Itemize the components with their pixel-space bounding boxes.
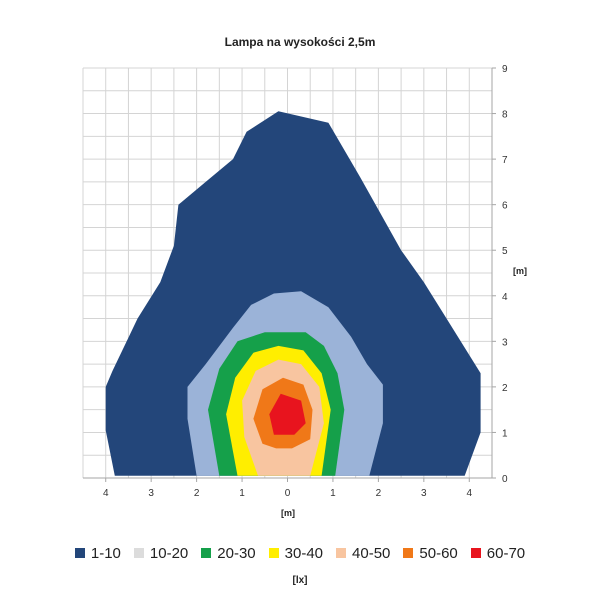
legend-swatch — [201, 548, 212, 558]
x-tick-label: 4 — [466, 488, 472, 499]
legend-swatch — [74, 548, 85, 558]
legend-swatch — [336, 548, 347, 558]
x-axis-label: [m] — [281, 508, 295, 518]
y-tick-label: 9 — [502, 64, 508, 75]
y-axis-label: [m] — [513, 266, 527, 276]
legend-item: 1-10 — [74, 544, 121, 562]
y-tick-label: 5 — [502, 246, 508, 257]
y-tick-label: 6 — [502, 201, 508, 212]
legend-item: 60-70 — [470, 544, 526, 562]
y-axis-ticks: 0 1 2 3 4 5 6 7 8 9 — [492, 64, 508, 485]
legend-unit-label: [lx] — [292, 575, 308, 586]
legend-label: 1-10 — [90, 544, 121, 562]
contour-regions — [105, 111, 481, 476]
y-tick-label: 3 — [502, 337, 508, 348]
legend-label: 40-50 — [352, 544, 391, 562]
legend-label: 50-60 — [419, 544, 458, 562]
legend-label: 20-30 — [217, 544, 256, 562]
x-tick-label: 3 — [148, 488, 154, 499]
y-tick-label: 4 — [502, 292, 508, 303]
legend-item: 30-40 — [268, 544, 324, 562]
x-tick-label: 1 — [239, 488, 245, 499]
x-tick-label: 3 — [421, 488, 427, 499]
heatmap-chart: Lampa na wysokości 2,5m 4 3 2 1 0 1 2 3 4 0 1 2 3 4 5… — [82, 35, 527, 518]
legend-label: 10-20 — [149, 544, 189, 562]
legend: 1-10 10-20 20-30 30-40 40-50 50-60 60-70 — [0, 540, 600, 566]
x-axis-ticks: 4 3 2 1 0 1 2 3 4 — [103, 478, 472, 499]
x-tick-label: 0 — [285, 488, 291, 499]
y-tick-label: 2 — [502, 383, 508, 394]
legend-item: 40-50 — [336, 545, 390, 562]
x-tick-label: 2 — [194, 488, 200, 499]
chart-title: Lampa na wysokości 2,5m — [225, 35, 376, 49]
legend-item: 10-20 — [133, 544, 189, 562]
contour-region-60-70 — [269, 393, 306, 435]
y-tick-label: 1 — [502, 428, 508, 439]
legend-item: 20-30 — [201, 544, 256, 562]
legend-swatch — [470, 548, 481, 558]
x-tick-label: 2 — [376, 488, 382, 499]
legend-item: 50-60 — [403, 544, 458, 562]
x-tick-label: 4 — [103, 488, 109, 499]
y-tick-label: 0 — [502, 474, 508, 485]
legend-swatch — [133, 548, 144, 558]
legend-label: 60-70 — [486, 544, 526, 562]
y-tick-label: 7 — [502, 155, 508, 166]
legend-swatch — [268, 548, 279, 558]
x-tick-label: 1 — [330, 488, 336, 499]
y-tick-label: 8 — [502, 110, 508, 121]
legend-label: 30-40 — [284, 544, 324, 562]
legend-swatch — [403, 548, 414, 558]
